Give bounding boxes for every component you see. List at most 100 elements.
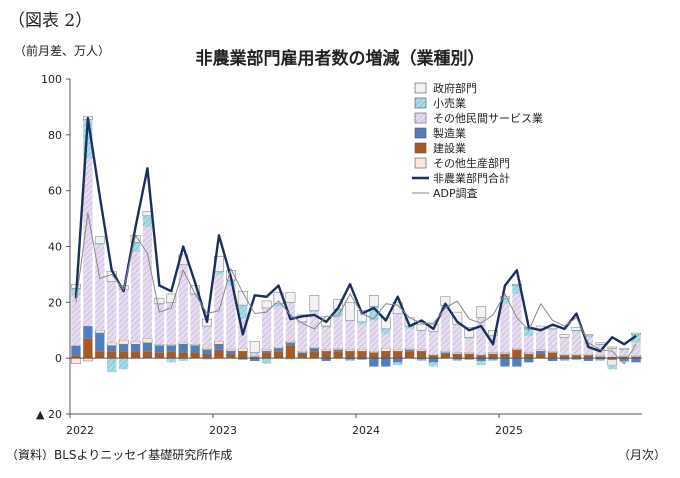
bar-segment-その他生産部門-31 xyxy=(440,350,451,353)
bar-segment-その他民間サービス業-27 xyxy=(393,313,403,350)
bar-segment-建設業-42 xyxy=(571,355,582,359)
bar-segment-製造業-12 xyxy=(214,344,224,350)
bar-segment-その他民間サービス業-31 xyxy=(440,309,451,352)
bar-segment-製造業-29 xyxy=(416,358,427,360)
bar-segment-製造業-6 xyxy=(142,342,153,352)
bar-segment-小売業-26 xyxy=(381,328,391,335)
bar-segment-政府部門-7 xyxy=(154,297,165,304)
bar-segment-その他生産部門-21 xyxy=(321,349,332,352)
figure-label: （図表 2） xyxy=(8,11,93,31)
bar-segment-製造業-34 xyxy=(476,358,486,361)
bar-segment-建設業-45 xyxy=(607,356,617,359)
bar-segment-その他民間サービス業-39 xyxy=(536,330,546,350)
bar-segment-その他民間サービス業-20 xyxy=(309,312,319,347)
bar-segment-その他生産部門-12 xyxy=(214,341,224,345)
bar-segment-小売業-44 xyxy=(595,359,605,361)
bar-segment-建設業-46 xyxy=(619,356,629,359)
bar-segment-その他民間サービス業-15 xyxy=(250,353,260,356)
bar-segment-建設業-3 xyxy=(107,351,117,359)
bar-segment-その他民間サービス業-11 xyxy=(202,326,212,349)
bar-segment-その他民間サービス業-6 xyxy=(142,226,153,339)
bar-segment-建設業-26 xyxy=(381,351,391,359)
bar-segment-政府部門-20 xyxy=(309,295,320,311)
bar-segment-その他民間サービス業-32 xyxy=(452,324,462,353)
legend-item-政府部門: 政府部門 xyxy=(414,81,477,95)
bar-segment-その他民間サービス業-34 xyxy=(476,317,486,354)
bar-segment-建設業-15 xyxy=(250,356,260,359)
bar-segment-その他民間サービス業-30 xyxy=(428,331,439,354)
bar-segment-建設業-23 xyxy=(345,351,355,359)
bar-segment-製造業-1 xyxy=(83,326,93,339)
bar-segment-建設業-29 xyxy=(416,351,427,359)
bar-segment-製造業-31 xyxy=(440,352,451,354)
bar-segment-その他民間サービス業-40 xyxy=(547,330,558,352)
bar-segment-その他民間サービス業-36 xyxy=(500,303,510,353)
bar-segment-その他民間サービス業-19 xyxy=(297,323,308,352)
bar-segment-その他生産部門-36 xyxy=(500,352,510,355)
bar-segment-その他民間サービス業-9 xyxy=(178,264,188,343)
y-unit-label: （前月差、万人） xyxy=(14,44,111,58)
bar-segment-製造業-24 xyxy=(357,358,367,360)
bar-segment-小売業-14 xyxy=(238,305,248,320)
bar-segment-建設業-0 xyxy=(71,355,81,359)
bar-segment-製造業-17 xyxy=(273,348,284,352)
bar-segment-小売業-22 xyxy=(333,309,343,317)
bar-segment-小売業-8 xyxy=(166,358,176,363)
bar-segment-その他民間サービス業-42 xyxy=(571,331,582,354)
bar-segment-その他民間サービス業-45 xyxy=(607,348,617,357)
legend-swatch xyxy=(414,82,427,94)
bar-segment-製造業-7 xyxy=(154,345,165,353)
bar-segment-小売業-31 xyxy=(440,305,451,310)
bar-segment-政府部門-47 xyxy=(631,332,641,335)
bar-segment-建設業-37 xyxy=(512,349,522,359)
bar-segment-製造業-37 xyxy=(512,358,522,367)
bar-segment-製造業-11 xyxy=(202,349,212,354)
bar-segment-その他生産部門-15 xyxy=(249,355,260,358)
bar-segment-その他生産部門-16 xyxy=(261,349,272,352)
legend-label: その他生産部門 xyxy=(433,156,510,170)
bar-segment-製造業-10 xyxy=(190,345,200,353)
bar-segment-製造業-33 xyxy=(464,358,474,360)
bar-segment-小売業-17 xyxy=(273,303,284,307)
legend-item-非農業部門合計: 非農業部門合計 xyxy=(412,171,510,185)
bar-segment-その他生産部門-0 xyxy=(71,357,81,365)
bar-segment-その他民間サービス業-4 xyxy=(118,289,129,341)
legend-item-その他生産部門: その他生産部門 xyxy=(414,156,510,170)
bar-segment-製造業-44 xyxy=(595,358,605,360)
bar-segment-小売業-2 xyxy=(95,243,105,246)
bar-segment-小売業-41 xyxy=(559,359,570,361)
bar-segment-その他生産部門-38 xyxy=(523,352,534,355)
bar-segment-その他生産部門-13 xyxy=(225,349,236,352)
bar-segment-その他生産部門-30 xyxy=(428,353,439,356)
bar-segment-その他民間サービス業-28 xyxy=(404,328,415,349)
bar-segment-建設業-31 xyxy=(440,353,451,359)
bar-segment-製造業-4 xyxy=(118,344,129,352)
bar-segment-建設業-25 xyxy=(369,352,379,359)
y-tick-label: 80 xyxy=(48,129,62,142)
bar-segment-小売業-38 xyxy=(524,328,534,336)
bar-segment-小売業-25 xyxy=(369,306,379,321)
bar-segment-その他民間サービス業-7 xyxy=(154,305,165,345)
legend-swatch xyxy=(414,112,427,124)
bar-segment-政府部門-36 xyxy=(500,296,510,299)
bar-segment-その他生産部門-6 xyxy=(142,338,153,344)
bar-segment-建設業-7 xyxy=(154,352,165,359)
bar-segment-製造業-3 xyxy=(107,345,117,352)
bar-segment-その他生産部門-11 xyxy=(202,348,212,351)
bar-segment-その他民間サービス業-8 xyxy=(166,302,176,345)
bar-segment-その他生産部門-22 xyxy=(333,348,344,351)
bar-segment-小売業-37 xyxy=(512,285,522,294)
bar-segment-建設業-4 xyxy=(118,351,129,359)
legend-item-小売業: 小売業 xyxy=(414,97,466,110)
bar-segment-製造業-39 xyxy=(536,351,546,354)
bar-segment-建設業-22 xyxy=(333,351,343,359)
bar-segment-小売業-34 xyxy=(476,360,486,366)
bar-segment-建設業-2 xyxy=(95,351,105,359)
bar-segment-小売業-5 xyxy=(130,242,141,253)
bar-segment-小売業-47 xyxy=(631,334,641,343)
chart-title: 非農業部門雇用者数の増減（業種別） xyxy=(195,49,485,69)
bar-segment-その他民間サービス業-47 xyxy=(631,342,641,356)
bar-segment-建設業-8 xyxy=(166,351,176,359)
bar-segment-製造業-14 xyxy=(238,358,248,360)
bar-segment-その他生産部門-33 xyxy=(464,352,475,355)
